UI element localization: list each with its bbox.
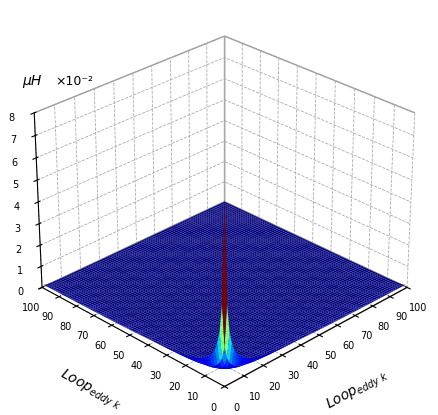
Text: μH: μH — [22, 74, 42, 88]
Y-axis label: Loop$_{eddy\ k}$: Loop$_{eddy\ k}$ — [56, 366, 125, 415]
Text: ×10⁻²: ×10⁻² — [55, 75, 93, 88]
X-axis label: Loop$_{eddy\ k}$: Loop$_{eddy\ k}$ — [324, 366, 393, 415]
